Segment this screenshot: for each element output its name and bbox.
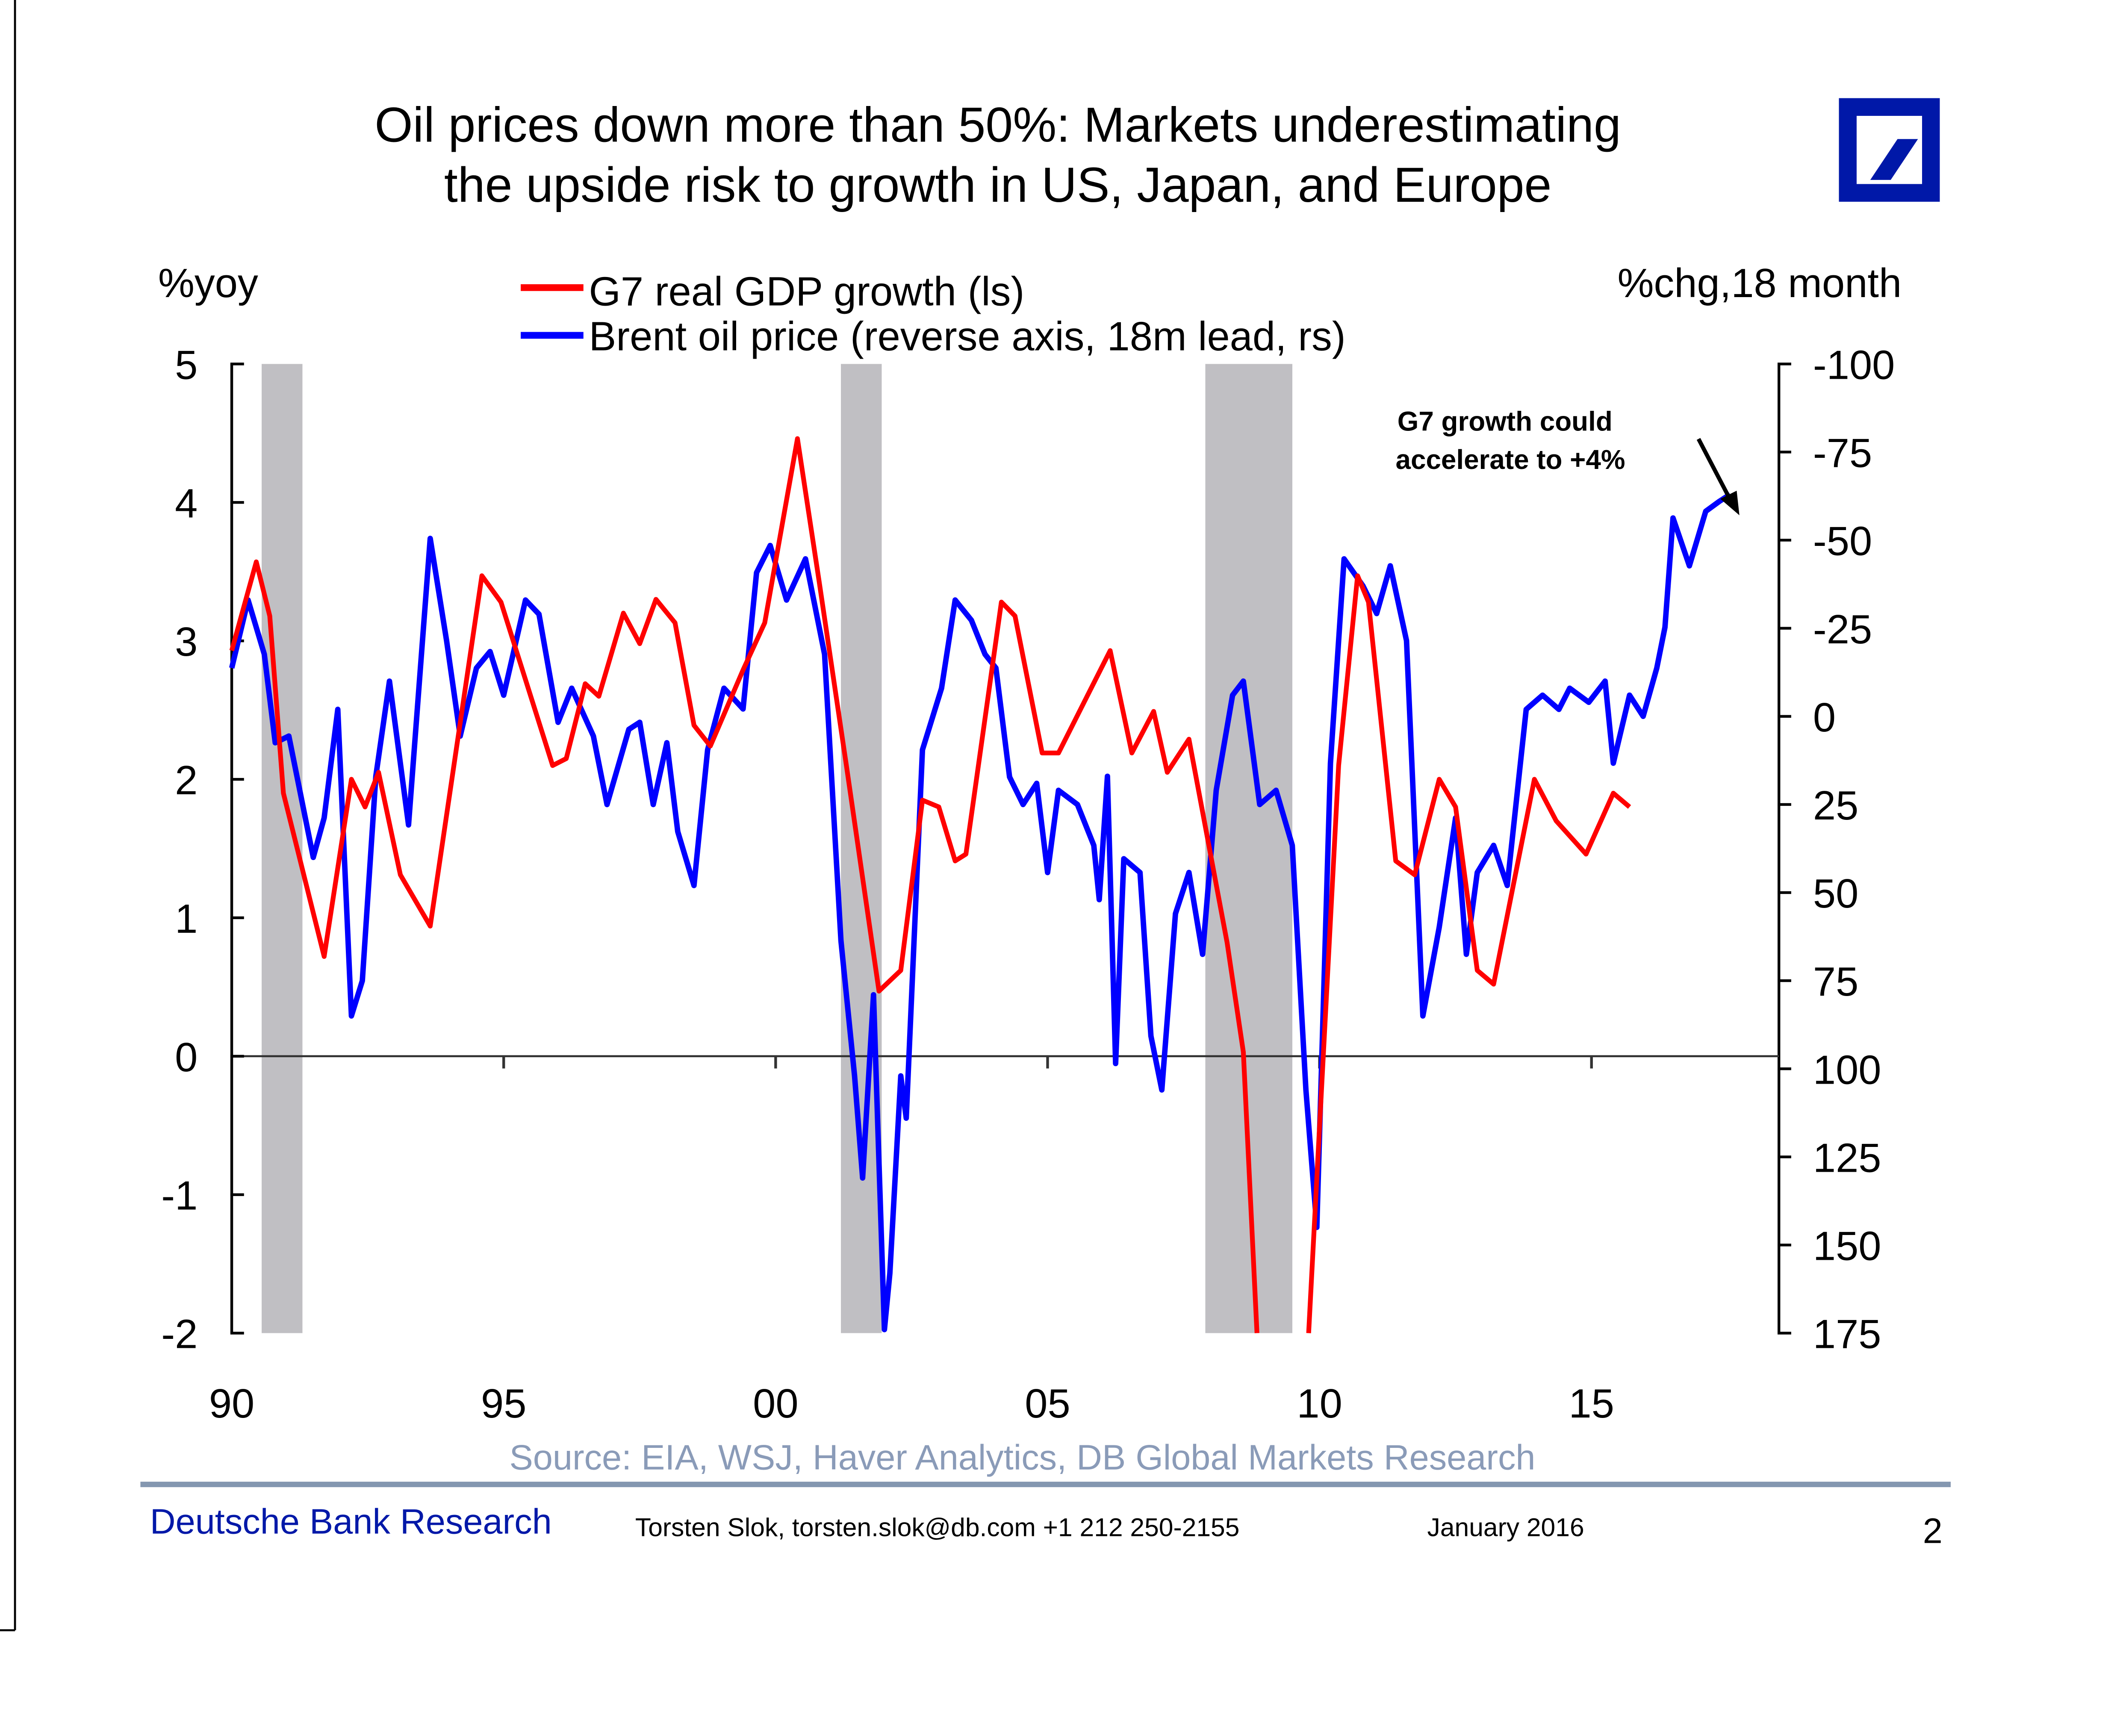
x-tick-label: 05 (1025, 1381, 1070, 1427)
right-tick-label: 125 (1813, 1135, 1881, 1181)
x-tick-label: 10 (1297, 1381, 1342, 1427)
x-tick-label: 95 (481, 1381, 526, 1427)
left-axis-unit: %yoy (158, 260, 258, 306)
right-tick-label: 175 (1813, 1312, 1881, 1357)
x-tick-label: 90 (209, 1381, 254, 1427)
legend-label-gdp: G7 real GDP growth (ls) (589, 268, 1025, 314)
left-tick-label: 3 (175, 619, 198, 665)
right-tick-label: -50 (1813, 519, 1872, 564)
annotation-arrow-icon (1696, 438, 1740, 516)
footer-brand: Deutsche Bank Research (150, 1501, 552, 1541)
x-tick-label: 15 (1569, 1381, 1614, 1427)
right-tick-label: 50 (1813, 871, 1858, 917)
left-tick-label: -2 (161, 1312, 198, 1357)
footer-contact: Torsten Slok, torsten.slok@db.com +1 212… (635, 1513, 1240, 1542)
right-tick-label: 0 (1813, 695, 1836, 740)
x-tick-label: 00 (753, 1381, 798, 1427)
footer-date: January 2016 (1427, 1513, 1584, 1542)
right-axis-unit: %chg,18 month (1617, 260, 1902, 306)
gdp-growth-line (1306, 573, 1631, 1333)
gdp-growth-line (229, 436, 1259, 1333)
right-tick-label: 150 (1813, 1223, 1881, 1269)
recession-band (841, 364, 882, 1333)
chart-title-line1: Oil prices down more than 50%: Markets u… (374, 98, 1621, 153)
chart-title-line2: the upside risk to growth in US, Japan, … (444, 158, 1551, 212)
right-tick-label: 25 (1813, 783, 1858, 828)
page-number: 2 (1923, 1511, 1943, 1551)
right-tick-label: -100 (1813, 342, 1895, 388)
series (229, 436, 1732, 1333)
annotation-line2: accelerate to +4% (1396, 444, 1625, 475)
right-tick-label: -25 (1813, 607, 1872, 652)
left-tick-label: 5 (175, 342, 198, 388)
legend: G7 real GDP growth (ls) Brent oil price … (521, 268, 1346, 359)
right-tick-label: 100 (1813, 1047, 1881, 1093)
axes (230, 363, 1791, 1335)
deutsche-bank-logo-icon (1839, 98, 1940, 202)
left-tick-label: 4 (175, 480, 198, 526)
right-tick-label: 75 (1813, 959, 1858, 1005)
left-tick-label: 0 (175, 1035, 198, 1080)
footer-rule (140, 1482, 1951, 1487)
recession-bands (262, 364, 1293, 1333)
tick-labels: 543210-1-2-100-75-50-2502550751001251501… (161, 342, 1895, 1427)
annotation-line1: G7 growth could (1398, 406, 1613, 437)
brent-oil-line (229, 492, 1732, 1332)
left-tick-label: 1 (175, 896, 198, 942)
left-tick-label: -1 (161, 1173, 198, 1219)
right-tick-label: -75 (1813, 430, 1872, 476)
legend-label-oil: Brent oil price (reverse axis, 18m lead,… (589, 313, 1346, 359)
left-tick-label: 2 (175, 757, 198, 803)
source-note: Source: EIA, WSJ, Haver Analytics, DB Gl… (509, 1437, 1535, 1477)
